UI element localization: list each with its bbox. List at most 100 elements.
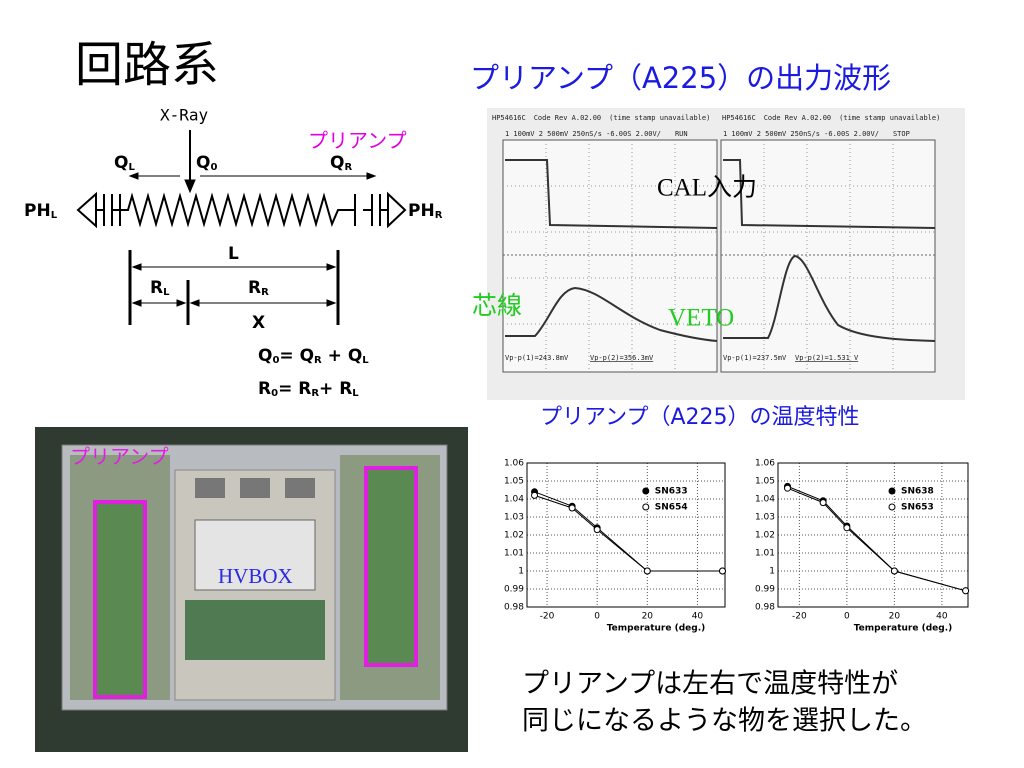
data-point	[784, 484, 791, 492]
legend-label: SN654	[655, 503, 688, 513]
y-tick-label: 1.06	[504, 459, 524, 469]
label: HP54616C	[722, 114, 756, 122]
label: L	[352, 388, 359, 399]
label: 0	[272, 355, 279, 366]
r-right: RR	[248, 278, 269, 298]
y-tick-label: 1.06	[755, 459, 775, 469]
legend-marker	[642, 487, 650, 495]
label: R	[261, 287, 269, 298]
label: R	[344, 162, 352, 173]
legend-marker	[642, 503, 650, 511]
label: Q	[114, 153, 128, 173]
y-tick-label: 1	[518, 567, 524, 577]
preamp-label: プリアンプ	[308, 129, 407, 153]
x-tick-label: 0	[594, 612, 600, 622]
label: 0	[271, 388, 278, 399]
q-zero: Q0	[196, 153, 217, 173]
label: R	[258, 379, 271, 399]
label: + R	[319, 379, 352, 399]
data-point	[718, 567, 726, 575]
label: = R	[278, 379, 311, 399]
xray-label: X-Ray	[160, 106, 209, 125]
label: L	[128, 162, 135, 173]
series-line	[787, 487, 966, 592]
conclusion-line: プリアンプは左右で温度特性が	[522, 669, 898, 700]
data-point	[962, 587, 970, 595]
ph-left: PHL	[24, 201, 58, 221]
equation-r: R0= RR+ RL	[258, 379, 359, 399]
y-tick-label: 1.01	[755, 549, 775, 559]
legend-label: SN633	[655, 487, 688, 497]
length-label: L	[228, 244, 239, 264]
y-tick-label: 1.04	[504, 495, 524, 505]
label: STOP	[893, 130, 910, 138]
label: = Q	[279, 346, 314, 366]
y-tick-label: 0.98	[504, 603, 524, 613]
conclusion-line: 同じになるような物を選択した。	[522, 706, 927, 737]
label: PH	[408, 201, 435, 221]
label: 1 100mV 2 500mV 250nS/s -6.00S 2.00V/	[723, 130, 879, 138]
data-point	[568, 504, 576, 512]
label: R	[248, 278, 261, 298]
label: (time stamp unavailable)	[839, 114, 940, 122]
y-tick-label: 1.04	[755, 495, 775, 505]
y-tick-label: 0.99	[755, 585, 775, 595]
label: Q	[258, 346, 272, 366]
photo: プリアンプ HVBOX	[35, 427, 468, 752]
series-line	[534, 491, 723, 572]
y-tick-label: 1.03	[755, 513, 775, 523]
legend-label: SN653	[901, 503, 934, 513]
svg-text:1 100mV 2 500mV 250nS/s -6.: 1 100mV 2 500mV 250nS/s -6.00S 2.00V/RUN	[505, 130, 688, 138]
label: 0	[210, 162, 217, 173]
x-label: X	[252, 313, 265, 333]
label: HP54616C	[492, 114, 526, 122]
photo-preamp-label: プリアンプ	[70, 445, 169, 469]
data-point	[643, 567, 651, 575]
label: L	[51, 210, 58, 221]
label: Code Rev A.02.00	[764, 114, 831, 122]
vpp-label: Vp-p(1)=237.5mV	[723, 354, 787, 362]
series-line	[534, 494, 723, 572]
hvbox-label: HVBOX	[218, 564, 293, 588]
plot-frame	[526, 462, 726, 608]
data-point	[890, 567, 898, 575]
vpp-label: Vp-p(2)=1.531 V	[795, 354, 859, 362]
y-tick-label: 1.01	[504, 549, 524, 559]
plot-frame	[777, 462, 969, 608]
x-axis-label: Temperature (deg.)	[854, 624, 953, 634]
legend-marker	[888, 503, 896, 511]
data-point	[819, 499, 827, 507]
label: L	[362, 355, 369, 366]
y-tick-label: 1.02	[755, 531, 775, 541]
label: (time stamp unavailable)	[609, 114, 710, 122]
label: Q	[330, 153, 344, 173]
label: PH	[24, 201, 51, 221]
q-left: QL	[114, 153, 135, 173]
y-tick-label: 1.02	[504, 531, 524, 541]
x-tick-label: 40	[692, 612, 704, 622]
y-tick-label: 1.05	[504, 477, 524, 487]
y-tick-label: 0.98	[755, 603, 775, 613]
y-tick-label: 0.99	[504, 585, 524, 595]
data-point	[593, 526, 601, 534]
label: R	[150, 278, 163, 298]
x-tick-label: -20	[540, 612, 555, 622]
x-tick-label: 40	[936, 612, 948, 622]
x-tick-label: -20	[792, 612, 807, 622]
r-left: RL	[150, 278, 170, 298]
label: R	[314, 355, 322, 366]
equation-q: Q0= QR + QL	[258, 346, 369, 366]
label: L	[163, 287, 170, 298]
q-right: QR	[330, 153, 352, 173]
legend-label: SN638	[901, 487, 934, 497]
ph-right: PHR	[408, 201, 443, 221]
waveform-heading: プリアンプ（A225）の出力波形	[470, 61, 891, 95]
label: Code Rev A.02.00	[534, 114, 601, 122]
temperature-charts: 0.98 0.99 1 1.01 1.02 1.03 1.04 1.05 1.06 -20 0 20 4…	[504, 459, 970, 634]
data-point	[843, 524, 851, 532]
label: 1 100mV 2 500mV 250nS/s -6.00S 2.00V/	[505, 130, 661, 138]
slide-title: 回路系	[75, 37, 219, 93]
